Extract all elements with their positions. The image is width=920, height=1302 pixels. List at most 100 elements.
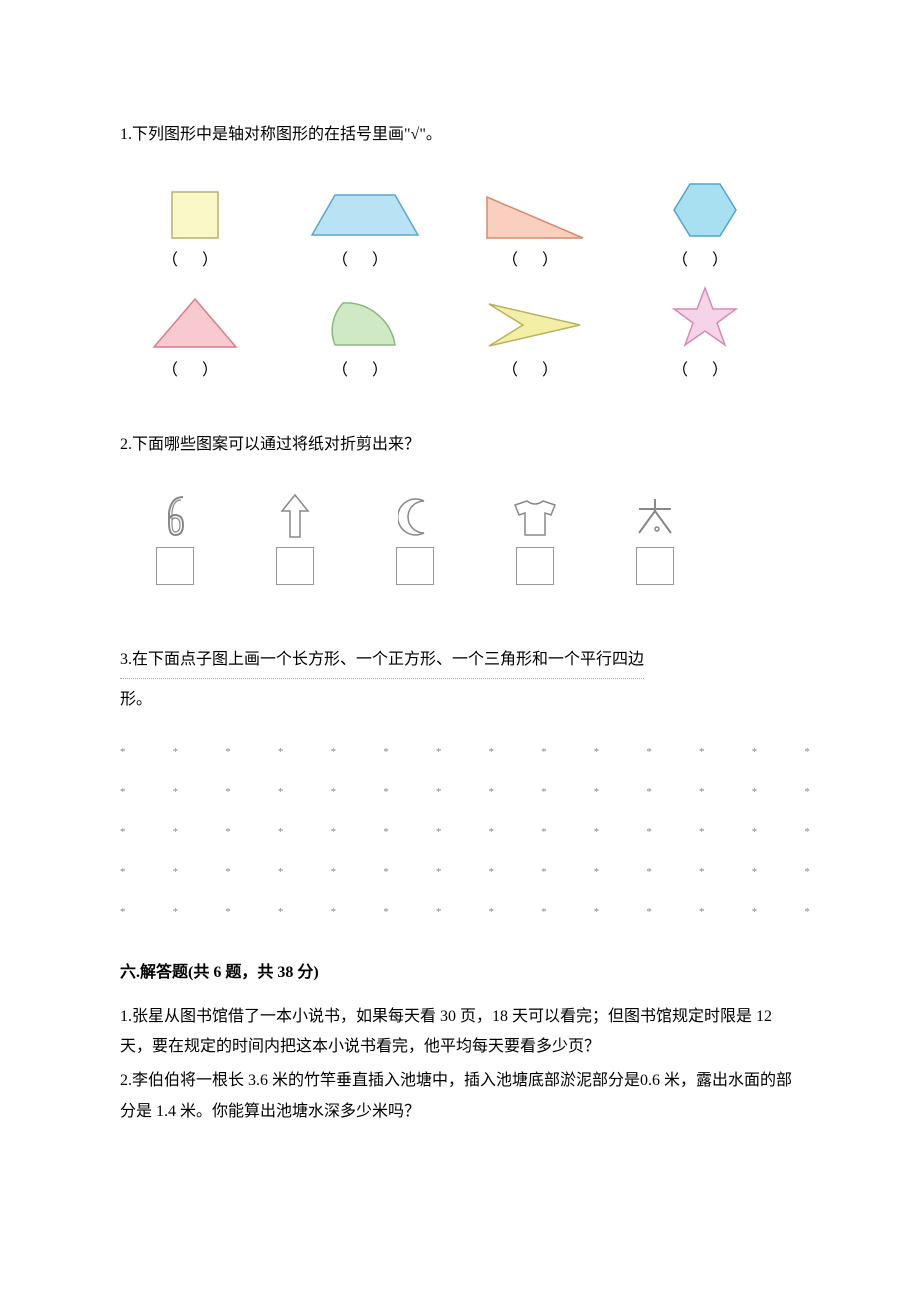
answer-box[interactable]: [396, 547, 434, 585]
shape-trapezoid: （ ）: [310, 180, 420, 270]
q3-line2: 形。: [120, 685, 800, 715]
digit-6-icon: [159, 491, 191, 539]
shape-leaf: （ ）: [310, 290, 420, 380]
answer-box[interactable]: [156, 547, 194, 585]
dot: *: [646, 826, 652, 838]
q2-item-6: [140, 491, 210, 585]
dot: *: [383, 786, 389, 798]
paren: （ ）: [502, 356, 568, 380]
dot: *: [120, 746, 126, 758]
dot: *: [225, 826, 231, 838]
dot: *: [120, 866, 126, 878]
shape-hexagon: （ ）: [650, 180, 760, 270]
dot: *: [646, 786, 652, 798]
dot: *: [699, 826, 705, 838]
dot: *: [173, 746, 179, 758]
dot: *: [436, 786, 442, 798]
dot: *: [383, 826, 389, 838]
dot: *: [699, 906, 705, 918]
dot: *: [331, 906, 337, 918]
q2-item-tshirt: [500, 491, 570, 585]
dot-row: **************: [120, 906, 810, 918]
dot: *: [541, 866, 547, 878]
q1-row-2: （ ） （ ） （ ） （ ）: [140, 290, 800, 380]
dot: *: [541, 746, 547, 758]
dot: *: [173, 906, 179, 918]
dot: *: [752, 826, 758, 838]
trapezoid-icon: [310, 180, 420, 240]
dot: *: [488, 826, 494, 838]
q3-line1: 3.在下面点子图上画一个长方形、一个正方形、一个三角形和一个平行四边: [120, 645, 644, 679]
dot: *: [594, 866, 600, 878]
dot: *: [173, 866, 179, 878]
dot: *: [331, 786, 337, 798]
dot: *: [541, 826, 547, 838]
square-icon: [170, 180, 220, 240]
right-triangle-icon: [485, 180, 585, 240]
dot: *: [436, 746, 442, 758]
leaf-icon: [325, 290, 405, 350]
q2-item-tai: [620, 491, 690, 585]
page: 1.下列图形中是轴对称图形的在括号里画"√"。 （ ） （ ）: [0, 0, 920, 1302]
dot: *: [594, 786, 600, 798]
dot: *: [173, 826, 179, 838]
dot: *: [752, 906, 758, 918]
dot: *: [278, 866, 284, 878]
section6-p2: 2.李伯伯将一根长 3.6 米的竹竿垂直插入池塘中，插入池塘底部淤泥部分是0.6…: [120, 1066, 800, 1127]
dot: *: [646, 906, 652, 918]
paren: （ ）: [162, 356, 228, 380]
arrowhead-icon: [485, 290, 585, 350]
q2-prompt: 2.下面哪些图案可以通过将纸对折剪出来？: [120, 430, 800, 460]
dot: *: [646, 746, 652, 758]
dot: *: [120, 906, 126, 918]
dot: *: [752, 866, 758, 878]
dot: *: [383, 866, 389, 878]
hexagon-icon: [670, 180, 740, 240]
up-arrow-icon: [280, 491, 310, 539]
dot: *: [699, 866, 705, 878]
dot: *: [752, 786, 758, 798]
shape-arrowhead: （ ）: [480, 290, 590, 380]
dot: *: [646, 866, 652, 878]
dot: *: [436, 826, 442, 838]
dot: *: [699, 786, 705, 798]
dot: *: [488, 786, 494, 798]
answer-box[interactable]: [636, 547, 674, 585]
dot: *: [383, 906, 389, 918]
dot: *: [541, 786, 547, 798]
q2-item-crescent: [380, 491, 450, 585]
paren: （ ）: [672, 246, 738, 270]
dot: *: [594, 826, 600, 838]
dot: *: [488, 746, 494, 758]
paren: （ ）: [502, 246, 568, 270]
dot: *: [752, 746, 758, 758]
crescent-icon: [398, 491, 432, 539]
dot: *: [225, 906, 231, 918]
dot: *: [225, 746, 231, 758]
q1-row-1: （ ） （ ） （ ） （ ）: [140, 180, 800, 270]
shape-right-triangle: （ ）: [480, 180, 590, 270]
dot: *: [541, 906, 547, 918]
dot: *: [436, 906, 442, 918]
paren: （ ）: [162, 246, 228, 270]
answer-box[interactable]: [516, 547, 554, 585]
dot-row: **************: [120, 786, 810, 798]
q1-prompt: 1.下列图形中是轴对称图形的在括号里画"√"。: [120, 120, 800, 150]
section6-title: 六.解答题(共 6 题，共 38 分): [120, 958, 800, 982]
dot-row: **************: [120, 826, 810, 838]
dot: *: [804, 746, 810, 758]
q2-item-arrow: [260, 491, 330, 585]
dot: *: [331, 746, 337, 758]
q1-shapes-grid: （ ） （ ） （ ） （ ）: [140, 180, 800, 380]
shape-iso-triangle: （ ）: [140, 290, 250, 380]
dot: *: [225, 866, 231, 878]
dot: *: [699, 746, 705, 758]
shape-square: （ ）: [140, 180, 250, 270]
dot-row: **************: [120, 746, 810, 758]
answer-box[interactable]: [276, 547, 314, 585]
dot: *: [278, 786, 284, 798]
iso-triangle-icon: [150, 290, 240, 350]
paren: （ ）: [672, 356, 738, 380]
q3-prompt: 3.在下面点子图上画一个长方形、一个正方形、一个三角形和一个平行四边: [120, 645, 800, 679]
dot: *: [804, 906, 810, 918]
